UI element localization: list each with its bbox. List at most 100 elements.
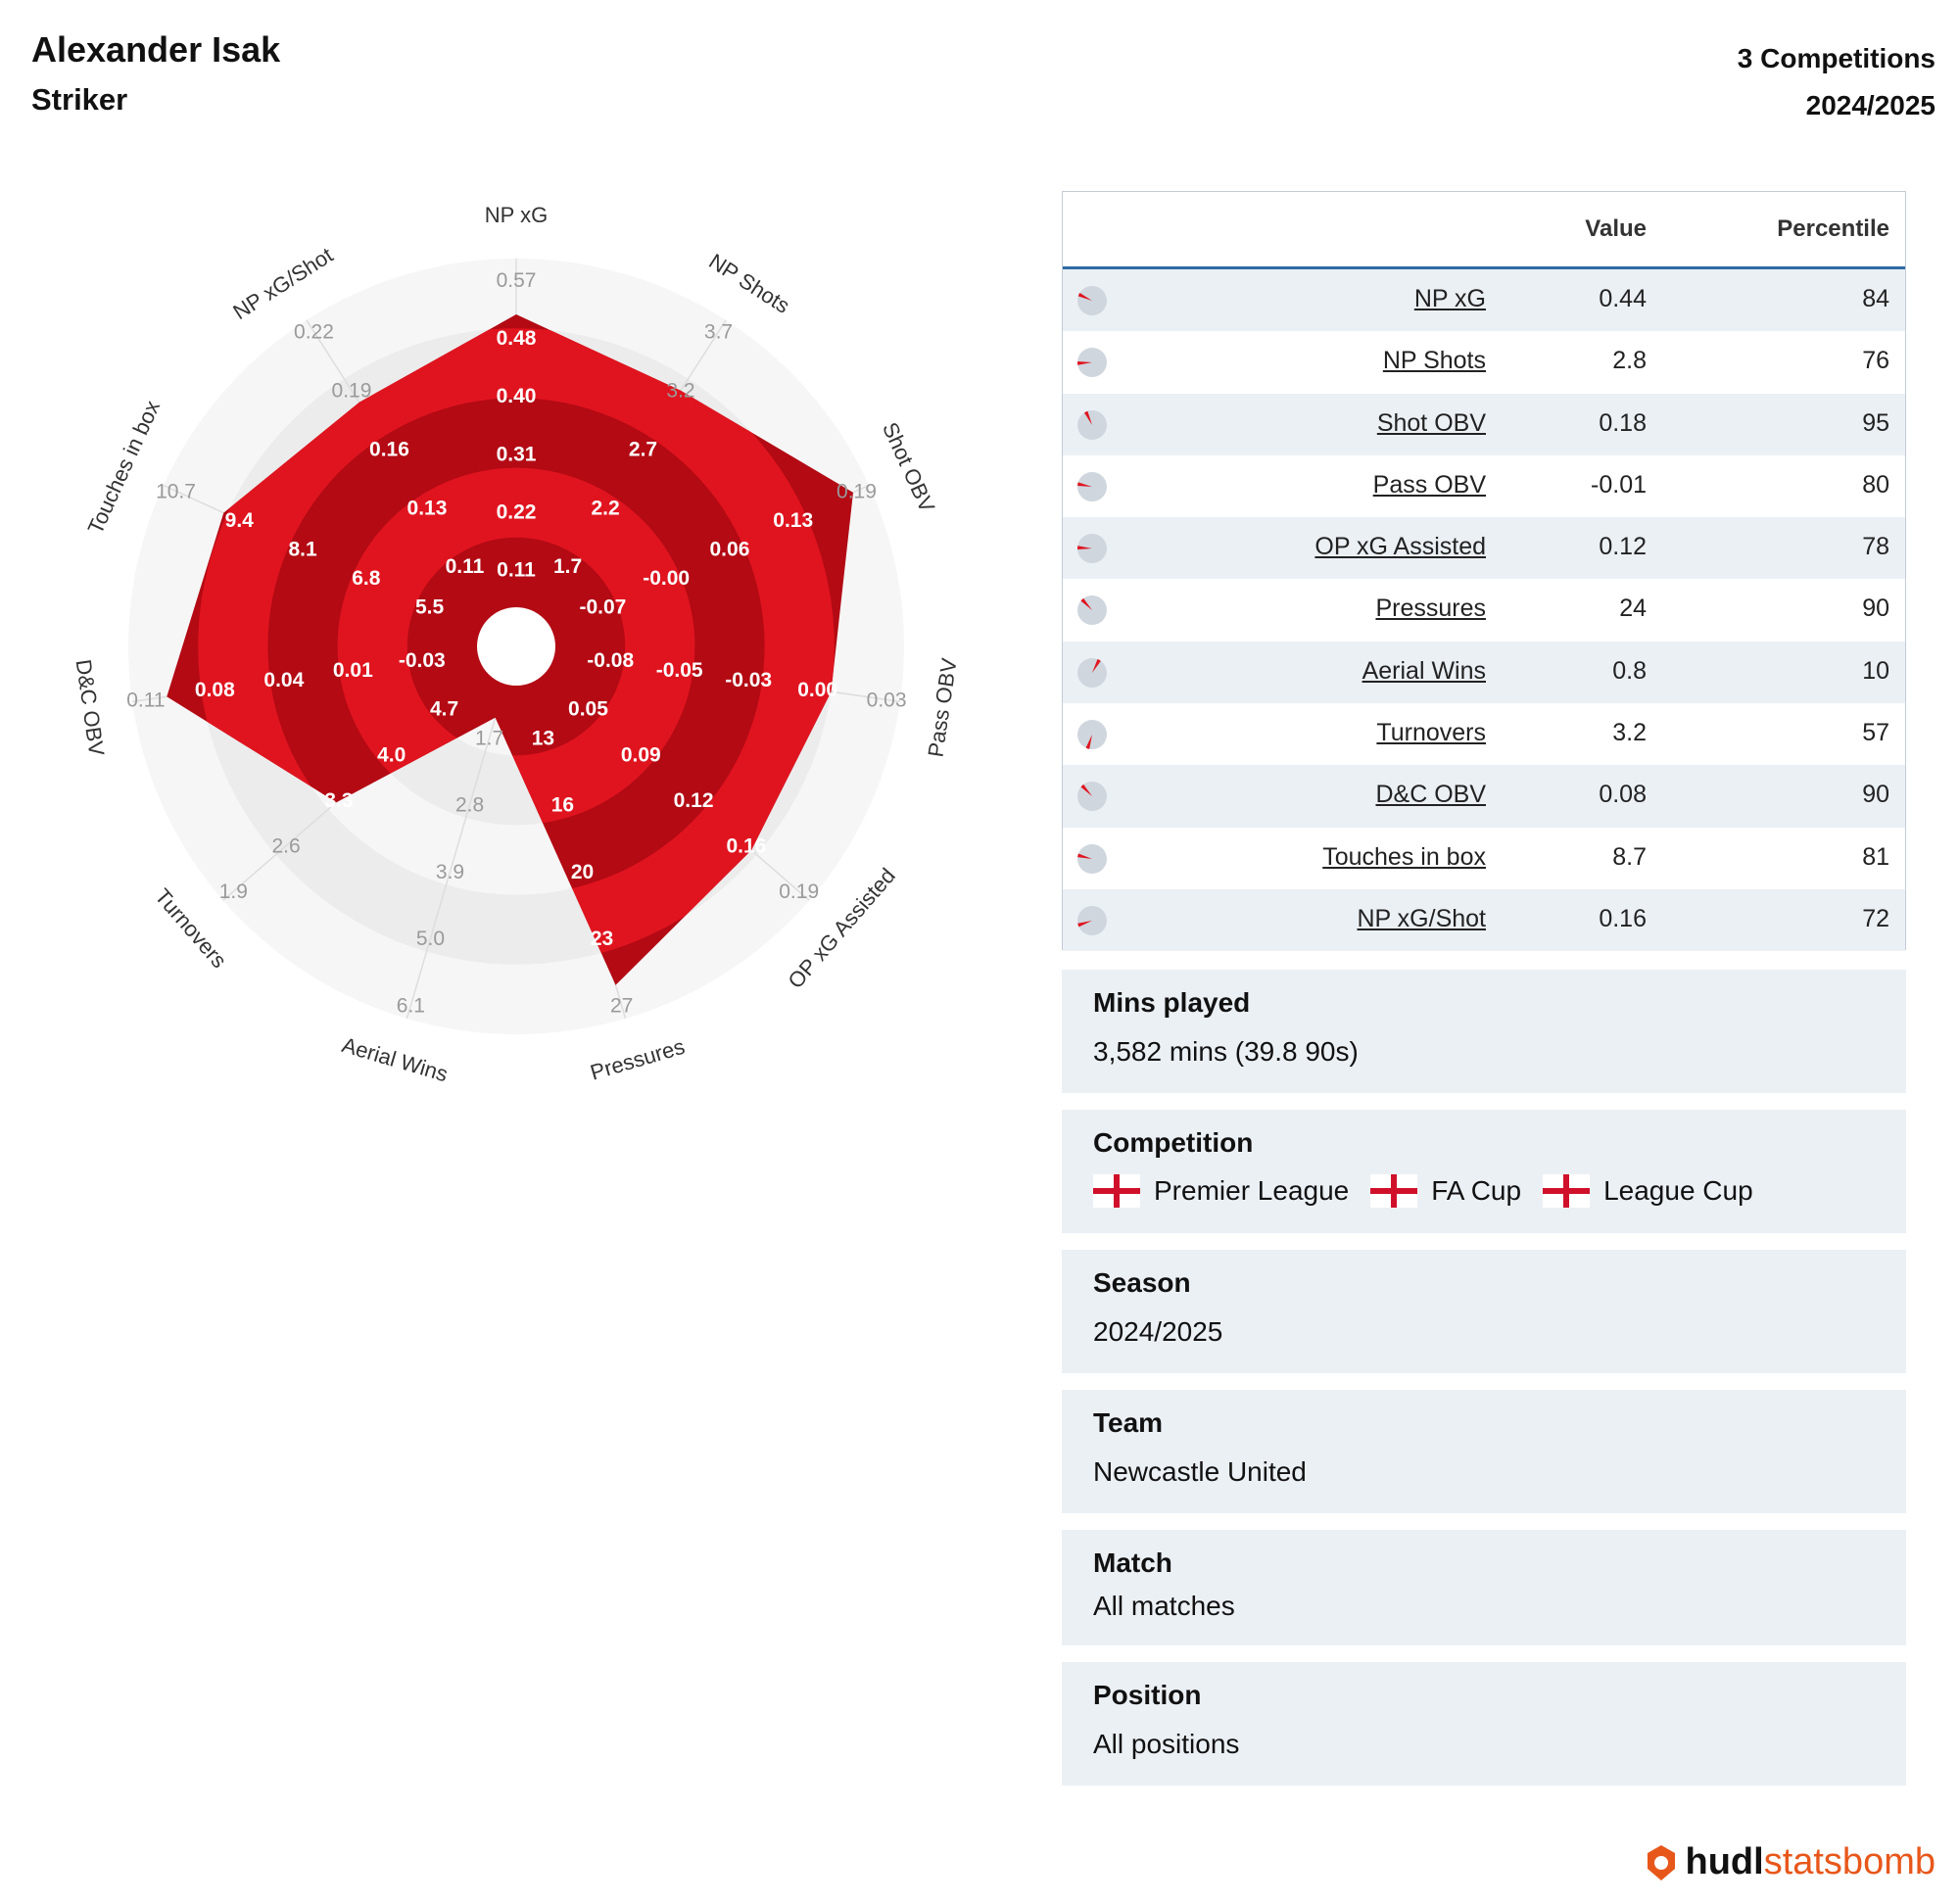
radar-chart: 0.11 0.22 0.31 0.40 0.48 0.57 1.7 2.2 2.7 3.2 3.7 -…	[72, 203, 962, 1086]
column-header-value: Value	[1585, 215, 1647, 242]
metric-percentile: 81	[1862, 842, 1889, 871]
player-position: Striker	[31, 82, 128, 117]
metric-percentile: 78	[1862, 533, 1889, 561]
metric-percentile: 95	[1862, 408, 1889, 437]
metric-value: 3.2	[1612, 719, 1647, 747]
competition-item: Premier League	[1093, 1174, 1349, 1208]
radar-tick-label: 1.9	[219, 881, 248, 903]
radar-tick-label: 0.11	[126, 689, 165, 711]
radar-tick-label: 8.1	[288, 538, 317, 560]
radar-tick-label: 0.12	[674, 789, 714, 812]
table-row: OP xG Assisted 0.12 78	[1063, 517, 1905, 580]
percentile-pie-icon	[1077, 843, 1107, 874]
radar-tick-label: 2.7	[629, 438, 657, 460]
team-label: Team	[1093, 1407, 1164, 1438]
competition-item: FA Cup	[1370, 1174, 1521, 1208]
competition-item: League Cup	[1543, 1174, 1753, 1208]
competition-label: Competition	[1093, 1127, 1254, 1158]
mins-played-panel: Mins played 3,582 mins (39.8 90s)	[1062, 970, 1906, 1093]
radar-tick-label: 16	[551, 794, 574, 817]
metric-name-link[interactable]: Shot OBV	[1376, 408, 1486, 437]
mins-played-value: 3,582 mins (39.8 90s)	[1093, 1036, 1359, 1067]
percentile-pie-icon	[1077, 286, 1107, 315]
radar-tick-label: -0.03	[399, 649, 446, 672]
radar-tick-label: 4.7	[430, 698, 458, 721]
radar-tick-label: 0.19	[779, 881, 819, 903]
competition-name: League Cup	[1603, 1175, 1753, 1206]
metric-value: -0.01	[1591, 470, 1647, 499]
table-row: D&C OBV 0.08 90	[1063, 765, 1905, 828]
table-header: Value Percentile	[1063, 192, 1905, 269]
metric-name-link[interactable]: Pass OBV	[1372, 470, 1486, 499]
radar-tick-label: 0.22	[497, 500, 537, 523]
position-value: All positions	[1093, 1729, 1240, 1759]
metric-name-link[interactable]: NP Shots	[1382, 347, 1486, 375]
season-panel: Season 2024/2025	[1062, 1250, 1906, 1373]
radar-tick-label: 9.4	[225, 509, 255, 532]
radar-axis-label: Pass OBV	[923, 656, 961, 758]
metric-name-link[interactable]: OP xG Assisted	[1314, 533, 1486, 561]
metric-percentile: 72	[1862, 904, 1889, 932]
metric-percentile: 84	[1862, 285, 1889, 312]
radar-tick-label: 0.09	[621, 743, 661, 766]
table-row: Touches in box 8.7 81	[1063, 828, 1905, 889]
metric-name-link[interactable]: Aerial Wins	[1362, 656, 1486, 685]
metric-name-link[interactable]: Pressures	[1375, 595, 1486, 623]
radar-tick-label: 10.7	[156, 480, 196, 502]
radar-tick-label: 3.9	[436, 861, 464, 883]
season-label: Season	[1093, 1267, 1191, 1298]
metric-value: 8.7	[1612, 842, 1647, 871]
radar-tick-label: 3.2	[666, 380, 694, 403]
radar-tick-label: 27	[610, 995, 633, 1018]
radar-tick-label: 6.1	[397, 995, 425, 1018]
brand-statsbomb-text: statsbomb	[1763, 1841, 1935, 1882]
metric-name-link[interactable]: Turnovers	[1376, 719, 1486, 747]
match-value: All matches	[1093, 1591, 1235, 1621]
radar-tick-label: 0.19	[332, 380, 372, 403]
metric-name-link[interactable]: Touches in box	[1322, 842, 1486, 871]
metric-value: 0.18	[1599, 408, 1647, 437]
table-body: NP xG 0.44 84 NP Shots 2.8 76 Shot OBV 0.18 95 Pa…	[1063, 269, 1905, 952]
table-row: NP Shots 2.8 76	[1063, 331, 1905, 393]
radar-tick-label: 23	[591, 928, 613, 950]
radar-tick-label: 0.40	[497, 385, 537, 407]
radar-axis-label: Pressures	[588, 1034, 688, 1085]
radar-tick-label: 0.13	[407, 497, 448, 519]
radar-tick-label: 5.0	[416, 928, 445, 950]
competition-name: FA Cup	[1431, 1175, 1522, 1206]
radar-tick-label: 0.31	[497, 443, 537, 465]
table-row: Aerial Wins 0.8 10	[1063, 641, 1905, 704]
column-header-percentile: Percentile	[1777, 215, 1889, 242]
radar-tick-label: 0.16	[726, 835, 766, 858]
player-name: Alexander Isak	[31, 29, 281, 70]
radar-tick-label: 0.00	[797, 679, 837, 701]
radar-axis-label: Aerial Wins	[339, 1032, 451, 1086]
metric-value: 0.12	[1599, 533, 1647, 561]
metric-value: 24	[1619, 595, 1647, 623]
metric-name-link[interactable]: NP xG	[1413, 285, 1486, 312]
radar-tick-label: 1.7	[475, 727, 503, 749]
radar-tick-label: -0.07	[579, 596, 626, 619]
radar-tick-label: 0.01	[333, 659, 373, 682]
percentile-pie-icon	[1077, 471, 1107, 501]
metric-name-link[interactable]: D&C OBV	[1375, 781, 1486, 809]
percentile-pie-icon	[1077, 657, 1107, 688]
radar-tick-label: -0.05	[656, 659, 703, 682]
radar-tick-label: 0.03	[867, 689, 907, 711]
radar-axis-label: D&C OBV	[72, 658, 110, 758]
metric-name-link[interactable]: NP xG/Shot	[1357, 904, 1486, 932]
radar-tick-label: 0.04	[263, 669, 304, 691]
position-panel: Position All positions	[1062, 1662, 1906, 1785]
header-season: 2024/2025	[1805, 90, 1935, 120]
percentile-pie-icon	[1077, 595, 1107, 626]
radar-tick-label: -0.00	[643, 567, 690, 590]
radar-tick-label: -0.08	[587, 649, 634, 672]
england-flag-icon	[1543, 1174, 1591, 1208]
metric-value: 0.44	[1599, 285, 1647, 312]
radar-tick-label: 0.13	[773, 509, 813, 532]
percentile-pie-icon	[1077, 905, 1107, 935]
england-flag-icon	[1093, 1174, 1140, 1208]
metric-percentile: 10	[1862, 656, 1889, 685]
metric-percentile: 57	[1862, 719, 1889, 747]
radar-tick-label: 0.11	[446, 555, 485, 578]
